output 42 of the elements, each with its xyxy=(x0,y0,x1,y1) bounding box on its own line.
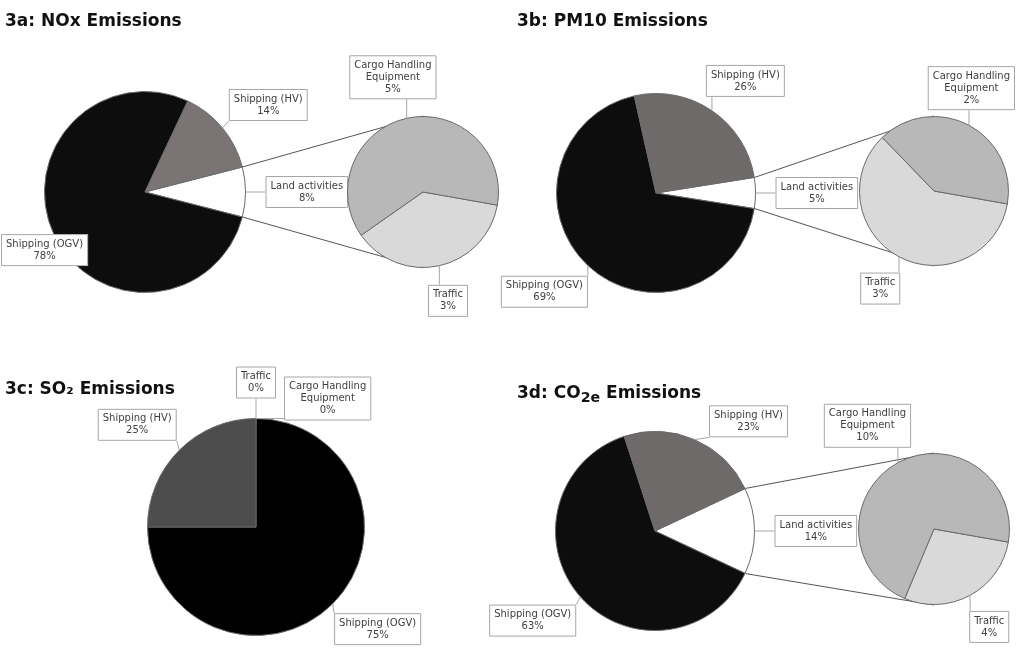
slice-label: Shipping (HV) xyxy=(102,412,172,424)
data-label: 4% xyxy=(981,626,998,638)
data-label: 25% xyxy=(126,424,149,436)
slice-label: Shipping (OGV) xyxy=(339,616,417,628)
slice-label: Shipping (OGV) xyxy=(505,279,584,291)
chart-title: 3a: NOx Emissions xyxy=(5,10,182,30)
data-label: 5% xyxy=(384,82,401,94)
data-label: 2% xyxy=(963,93,980,105)
data-label: 26% xyxy=(734,80,757,92)
text: 0% xyxy=(319,404,336,416)
slice-label: Cargo Handling Equipment xyxy=(354,58,432,82)
data-label: 63% xyxy=(521,620,544,632)
slice-label: Shipping (HV) xyxy=(714,408,784,420)
data-label: 14% xyxy=(804,530,827,542)
category-label: Cargo Handling Equipment xyxy=(289,380,367,404)
data-label: 23% xyxy=(737,420,760,432)
data-label: 78% xyxy=(33,249,56,261)
slice-label: Traffic xyxy=(431,288,464,300)
slice-label: Land activities xyxy=(270,179,344,191)
data-label: 75% xyxy=(366,628,389,640)
data-label: 3% xyxy=(872,288,889,300)
slice-label: Traffic xyxy=(864,276,896,288)
slice-label: Shipping (OGV) xyxy=(5,237,84,249)
chart-title: 3b: PM10 Emissions xyxy=(517,10,708,30)
category-label: Traffic xyxy=(240,370,272,382)
data-label: 8% xyxy=(298,191,315,203)
text: 0% xyxy=(248,382,264,394)
data-label: 10% xyxy=(856,431,879,443)
slice-label: Land activities xyxy=(780,180,854,192)
slice-label: Shipping (OGV) xyxy=(494,608,572,620)
data-label: 14% xyxy=(257,104,280,116)
chart-title: 3d: CO$_{2e}$ Emissions xyxy=(517,382,702,406)
slice-label: Shipping (HV) xyxy=(233,92,303,104)
data-label: 69% xyxy=(533,291,556,303)
data-label: 3% xyxy=(440,300,456,312)
slice-label: Land activities xyxy=(779,518,853,530)
slice-label: Traffic xyxy=(973,614,1005,626)
slice-label: Cargo Handling Equipment xyxy=(828,407,907,431)
data-label: 5% xyxy=(808,192,825,204)
chart-title: 3c: SO₂ Emissions xyxy=(5,378,175,398)
slice-label: Shipping (HV) xyxy=(710,68,780,80)
slice-label: Cargo Handling Equipment xyxy=(932,69,1010,93)
